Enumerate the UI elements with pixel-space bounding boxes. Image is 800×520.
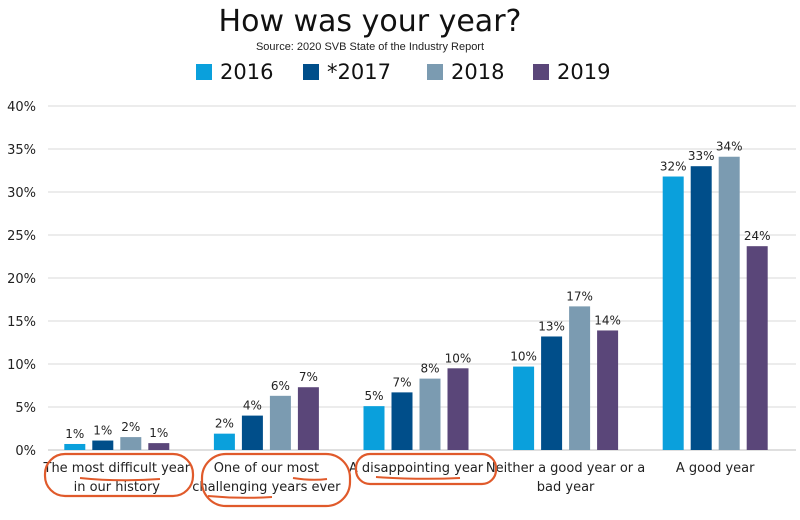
x-category-label: The most difficult year bbox=[43, 461, 191, 476]
bar bbox=[120, 437, 142, 450]
y-tick-label: 0% bbox=[15, 444, 36, 459]
highlight-oval bbox=[354, 452, 498, 486]
x-category-label: bad year bbox=[537, 480, 595, 495]
data-label: 7% bbox=[392, 375, 411, 389]
y-tick-label: 10% bbox=[7, 358, 36, 373]
legend-label: *2017 bbox=[327, 60, 391, 84]
bar bbox=[363, 406, 385, 450]
x-category-label: in our history bbox=[74, 480, 161, 495]
bar bbox=[662, 176, 684, 450]
data-label: 8% bbox=[420, 362, 439, 376]
legend-label: 2018 bbox=[451, 60, 505, 84]
x-category-label: One of our most bbox=[214, 461, 319, 476]
y-tick-label: 15% bbox=[7, 315, 36, 330]
x-category-label: challenging years ever bbox=[192, 480, 341, 495]
data-label: 24% bbox=[744, 229, 771, 243]
y-tick-label: 5% bbox=[15, 401, 36, 416]
legend-item: 2019 bbox=[533, 60, 610, 84]
legend-item: *2017 bbox=[303, 60, 391, 84]
bar bbox=[269, 395, 291, 450]
highlight-oval bbox=[200, 452, 352, 508]
data-label: 17% bbox=[566, 289, 593, 303]
data-label: 2% bbox=[215, 417, 234, 431]
y-tick-label: 30% bbox=[7, 186, 36, 201]
legend-swatch bbox=[303, 64, 319, 80]
bar bbox=[718, 156, 740, 451]
bar bbox=[241, 415, 263, 450]
y-tick-label: 35% bbox=[7, 143, 36, 158]
x-category-label: A good year bbox=[676, 461, 755, 476]
legend-swatch bbox=[196, 64, 212, 80]
chart-title: How was your year? bbox=[218, 4, 522, 39]
legend-label: 2019 bbox=[557, 60, 611, 84]
y-tick-label: 20% bbox=[7, 272, 36, 287]
data-label: 7% bbox=[299, 370, 318, 384]
bar bbox=[297, 387, 319, 450]
data-label: 1% bbox=[93, 424, 112, 438]
legend-item: 2018 bbox=[427, 60, 504, 84]
bar bbox=[64, 443, 86, 450]
data-label: 10% bbox=[510, 350, 537, 364]
bar bbox=[569, 306, 591, 450]
highlight-underline bbox=[292, 477, 328, 481]
y-tick-label: 25% bbox=[7, 229, 36, 244]
chart-legend: 2016 *2017 2018 2019 bbox=[0, 60, 800, 86]
chart-subtitle: Source: 2020 SVB State of the Industry R… bbox=[255, 41, 485, 53]
bar bbox=[541, 336, 563, 450]
data-label: 10% bbox=[445, 351, 472, 365]
bar bbox=[92, 440, 114, 450]
y-tick-label: 40% bbox=[7, 100, 36, 115]
data-label: 14% bbox=[594, 313, 621, 327]
data-label: 6% bbox=[271, 379, 290, 393]
legend-label: 2016 bbox=[220, 60, 274, 84]
bar bbox=[148, 443, 170, 450]
bar bbox=[391, 392, 413, 450]
highlight-underline bbox=[207, 495, 273, 499]
data-label: 2% bbox=[121, 420, 140, 434]
bar bbox=[447, 368, 469, 450]
data-label: 34% bbox=[716, 140, 743, 154]
data-label: 1% bbox=[65, 427, 84, 441]
data-label: 4% bbox=[243, 399, 262, 413]
bar bbox=[597, 330, 619, 450]
data-label: 33% bbox=[688, 149, 715, 163]
data-label: 1% bbox=[149, 426, 168, 440]
bar bbox=[213, 433, 235, 450]
highlight-oval bbox=[43, 452, 195, 498]
data-label: 13% bbox=[538, 319, 565, 333]
highlight-underline bbox=[79, 477, 161, 482]
bar bbox=[690, 166, 712, 450]
bar bbox=[513, 366, 535, 450]
data-label: 32% bbox=[660, 160, 687, 174]
x-category-label: A disappointing year bbox=[349, 461, 484, 476]
data-label: 5% bbox=[364, 389, 383, 403]
bar bbox=[419, 378, 441, 450]
x-category-label: Neither a good year or a bbox=[486, 461, 645, 476]
bar bbox=[746, 246, 768, 450]
legend-item: 2016 bbox=[196, 60, 273, 84]
highlight-underline bbox=[375, 476, 461, 480]
legend-swatch bbox=[427, 64, 443, 80]
legend-swatch bbox=[533, 64, 549, 80]
